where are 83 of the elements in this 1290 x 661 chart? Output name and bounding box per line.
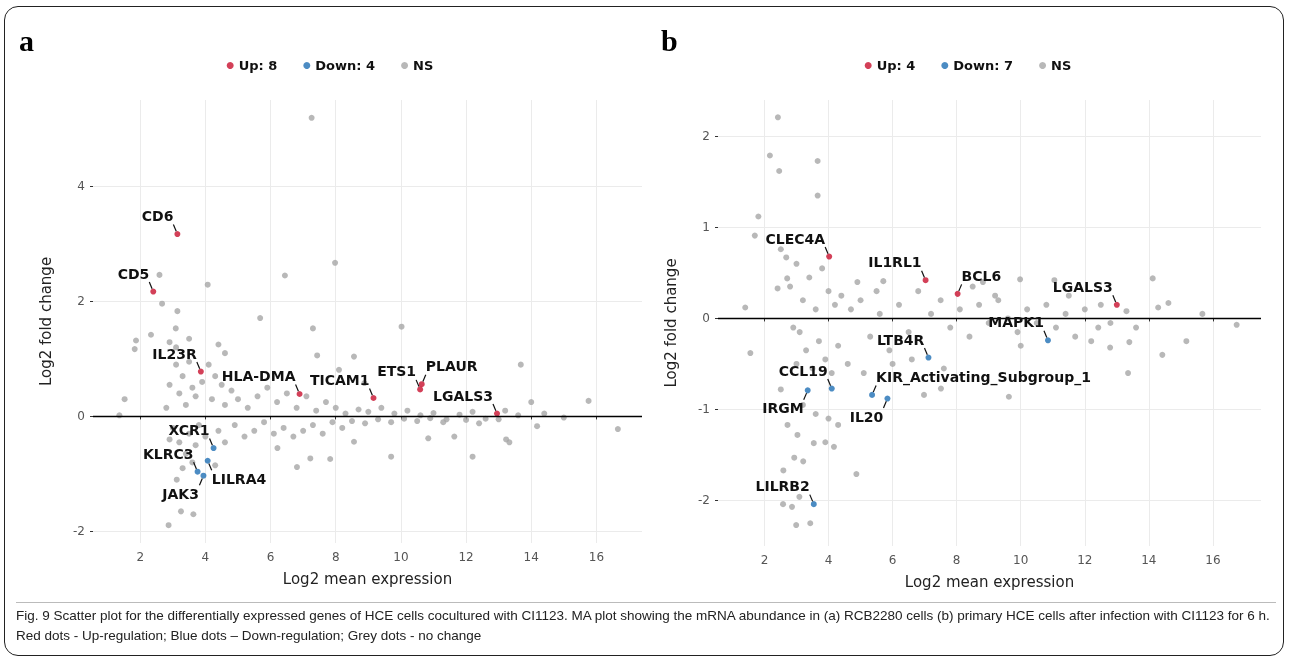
point [494,410,501,417]
point [194,468,201,475]
x-tick-label: 10 [393,550,409,564]
point [810,501,817,508]
y-tick-label: 0 [702,311,710,326]
x-tick-label: 16 [1205,553,1221,567]
annotation: BCL6 [961,267,1002,284]
point [200,472,207,479]
annotation: CD5 [117,265,150,282]
x-tick-label: 12 [1077,553,1093,567]
x-tick-label: 12 [458,550,474,564]
point [954,290,961,297]
y-axis-title: Log2 fold change [36,256,55,387]
legend-label: Up: 4 [876,58,916,73]
chart-title: b [661,23,678,57]
point [925,354,932,361]
text: Fig. 9 Scatter plot for the differentially expressed genes of HCE cells cocultured with CI1123. MA plot showing the mRNA abundance in (a) RCB2280 cells (b) primary HCE cells after infection with CI1123 for 6 h. Red dots - Up-regulation; Blue dots – Down-regulation; Grey dots - no change [16,602,1276,646]
y-tick-label: 1 [702,220,710,235]
x-tick-label: 14 [523,550,539,564]
annotation: XCR1 [168,422,210,439]
point [204,457,211,464]
point [884,395,891,402]
chart-title: a [19,23,34,57]
x-tick-label: 6 [888,553,897,567]
legend-label: Up: 8 [238,58,278,73]
x-axis-title: Log2 mean expression [282,569,453,588]
y-tick-label: 4 [77,179,85,194]
point [197,368,204,375]
point [150,288,157,295]
point [210,445,217,452]
point [869,391,876,398]
point [370,395,377,402]
point [296,390,303,397]
y-tick-label: -2 [73,524,85,539]
x-tick-label: 14 [1141,553,1157,567]
annotation: JAK3 [161,485,199,502]
point [1044,337,1051,344]
y-tick-label: 2 [77,294,85,309]
point [418,381,425,388]
point [804,387,811,394]
point [1113,301,1120,308]
annotation: IL1RL1 [868,254,922,271]
x-tick-label: 10 [1013,553,1029,567]
y-tick-label: -1 [698,402,710,417]
y-tick-label: 2 [702,129,710,144]
annotation: LILRB2 [755,478,810,495]
x-tick-label: 8 [952,553,961,567]
x-tick-label: 4 [824,553,833,567]
legend-label: Down: 7 [953,58,1014,73]
annotation: CCL19 [778,362,828,379]
annotation: ETS1 [377,363,417,380]
annotation: KLRC3 [143,445,194,462]
annotation: LGALS3 [433,387,494,404]
annotation: HLA-DMA [221,367,296,384]
annotation: LGALS3 [1052,278,1113,295]
legend-label: NS [1051,58,1072,73]
annotation: LTB4R [877,331,925,348]
annotation: IL20 [849,408,884,425]
x-tick-label: 16 [588,550,605,564]
x-tick-label: 8 [331,550,340,564]
point [417,386,424,393]
x-axis-title: Log2 mean expression [904,572,1075,591]
y-tick-label: 0 [77,409,85,424]
annotation: TICAM1 [309,372,370,389]
point [174,231,181,238]
annotation: PLAUR [425,358,478,375]
annotation: CD6 [141,208,174,225]
legend-label: NS [413,58,434,73]
x-tick-label: 2 [136,550,145,564]
point [922,277,929,284]
y-tick-label: -2 [698,493,710,508]
annotation: LILRA4 [211,470,267,487]
annotation: CLEC4A [765,230,826,247]
annotation: IRGM [762,400,804,417]
legend-label: Down: 4 [315,58,376,73]
x-tick-label: 6 [266,550,275,564]
annotation: IL23R [152,345,197,362]
annotation: KIR_Activating_Subgroup_1 [876,368,1091,386]
annotation: MAPK1 [988,314,1044,331]
y-axis-title: Log2 fold change [661,258,680,388]
x-tick-label: 2 [760,553,769,567]
x-tick-label: 4 [201,550,210,564]
point [826,253,833,260]
